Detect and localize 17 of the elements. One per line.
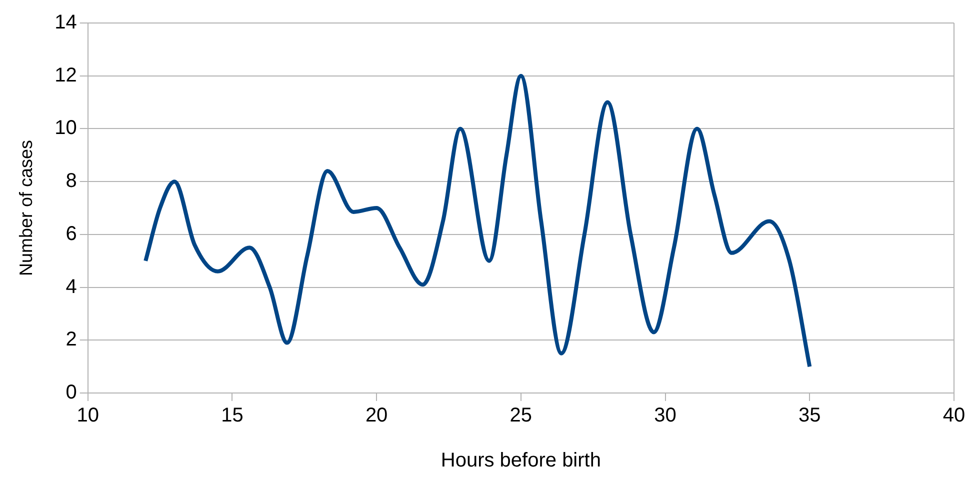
y-tick-label: 4 [66,276,77,298]
y-tick-label: 2 [66,328,77,351]
y-tick-label: 12 [54,64,77,86]
y-tick-label: 6 [66,222,77,245]
y-tick-label: 0 [66,382,77,404]
x-axis-title: Hours before birth [440,450,601,472]
x-tick-label: 30 [654,404,676,427]
line-series [144,74,812,369]
x-tick-label: 40 [942,404,966,427]
y-axis-title: Number of cases [16,140,36,276]
y-tick-label: 14 [54,12,77,34]
y-tick-label: 8 [66,170,77,192]
x-tick-label: 25 [510,404,532,427]
x-tick-label: 35 [798,404,821,427]
x-tick-label: 20 [365,404,388,427]
x-tick-label: 15 [221,404,244,427]
y-tick-label: 10 [54,117,77,140]
